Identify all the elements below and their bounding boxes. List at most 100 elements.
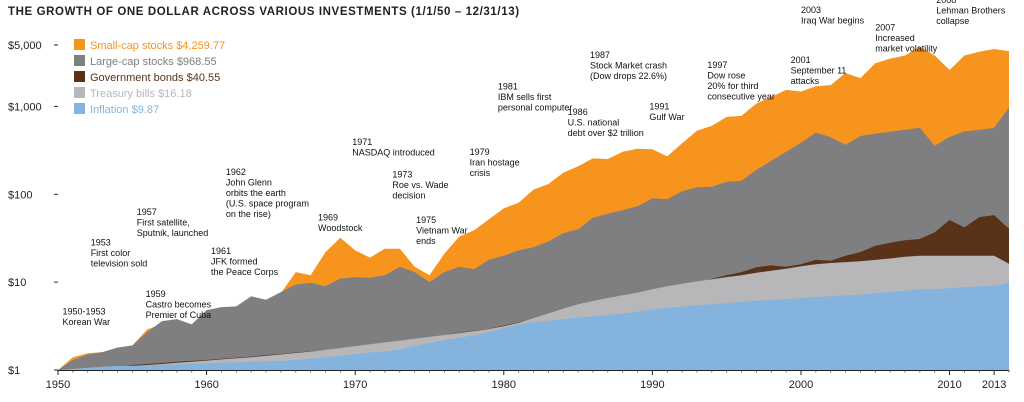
legend-label-2: Government bonds $40.55 (90, 72, 220, 84)
annotation-17-line-1: Iraq War begins (801, 16, 865, 26)
annotation-12-line-2: debt over $2 trillion (568, 128, 644, 138)
annotation-5-line-2: orbits the earth (226, 188, 286, 198)
annotation-15-line-2: 20% for third (707, 81, 758, 91)
annotation-11-line-1: IBM sells first (498, 92, 552, 102)
annotation-15-line-0: 1997 (707, 60, 727, 70)
annotation-9-line-2: ends (416, 236, 436, 246)
annotation-16-line-2: attacks (791, 76, 820, 86)
annotation-8-line-1: Roe vs. Wade (392, 180, 448, 190)
annotation-18-line-0: 2007 (875, 23, 895, 33)
annotation-4-line-2: the Peace Corps (211, 267, 279, 277)
annotation-14-line-1: Gulf War (649, 112, 684, 122)
chart-title: THE GROWTH OF ONE DOLLAR ACROSS VARIOUS … (8, 6, 520, 18)
annotation-5-line-3: (U.S. space program (226, 199, 309, 209)
annotation-14-line-0: 1991 (649, 102, 669, 112)
annotation-14: 1991 Gulf War (649, 102, 684, 123)
annotation-19-line-2: collapse (936, 16, 969, 26)
annotation-4-line-0: 1961 (211, 246, 231, 256)
annotation-15-line-3: consecutive year (707, 91, 775, 101)
legend-swatch-1 (74, 55, 85, 66)
annotation-0: 1950-1953 Korean War (62, 306, 110, 327)
annotation-1-line-1: First color (91, 248, 131, 258)
annotation-6-line-1: Woodstock (318, 223, 363, 233)
annotation-15: 1997 Dow rose 20% for third consecutive yea… (707, 60, 775, 102)
annotation-4-line-1: JFK formed (211, 256, 258, 266)
annotation-11-line-0: 1981 (498, 82, 518, 92)
annotation-1: 1953 First color television sold (91, 238, 148, 269)
annotation-9-line-0: 1975 (416, 215, 436, 225)
annotation-10-line-2: crisis (470, 168, 491, 178)
x-tick-label-2: 1970 (343, 379, 367, 391)
annotation-11-line-2: personal computer (498, 103, 573, 113)
annotation-4: 1961 JFK formed the Peace Corps (211, 246, 279, 277)
annotation-1-line-2: television sold (91, 259, 148, 269)
annotation-12: 1986 U.S. national debt over $2 trillion (568, 107, 644, 138)
legend-swatch-2 (74, 71, 85, 82)
annotation-17: 2003 Iraq War begins (801, 5, 865, 26)
annotation-3-line-2: Sputnik, launched (137, 228, 209, 238)
annotation-16-line-0: 2001 (791, 55, 811, 65)
annotation-8-line-2: decision (392, 191, 425, 201)
x-tick-label-5: 2000 (789, 379, 813, 391)
annotation-18-line-1: Increased (875, 33, 915, 43)
x-tick-label-3: 1980 (492, 379, 516, 391)
x-tick-label-0: 1950 (46, 379, 70, 391)
annotation-3: 1957 First satellite, Sputnik, launched (137, 207, 209, 238)
annotation-19: 2008 Lehman Brothers collapse (936, 0, 1006, 26)
annotation-5-line-1: John Glenn (226, 178, 272, 188)
x-tick-label-4: 1990 (640, 379, 664, 391)
annotation-6-line-0: 1969 (318, 213, 338, 223)
annotation-3-line-0: 1957 (137, 207, 157, 217)
annotation-5-line-4: on the rise) (226, 209, 271, 219)
legend-label-1: Large-cap stocks $968.55 (90, 56, 217, 68)
x-tick-label-6: 2010 (937, 379, 961, 391)
annotation-11: 1981 IBM sells first personal computer (498, 82, 573, 113)
annotation-5: 1962 John Glenn orbits the earth (U.S. spac… (226, 167, 309, 219)
annotation-10: 1979 Iran hostage crisis (470, 147, 520, 178)
y-tick-label-4: $5,000 (8, 40, 42, 52)
annotation-19-line-0: 2008 (936, 0, 956, 5)
annotation-2: 1959 Castro becomes Premier of Cuba (146, 289, 212, 320)
annotation-10-line-1: Iran hostage (470, 157, 520, 167)
annotation-2-line-1: Castro becomes (146, 299, 212, 309)
annotation-13-line-1: Stock Market crash (590, 61, 667, 71)
annotation-5-line-0: 1962 (226, 167, 246, 177)
legend-swatch-0 (74, 39, 85, 50)
y-tick-label-2: $100 (8, 189, 32, 201)
legend-swatch-4 (74, 103, 85, 114)
annotation-16-line-1: September 11 (791, 66, 847, 76)
legend-label-0: Small-cap stocks $4,259.77 (90, 40, 225, 52)
legend-label-4: Inflation $9.87 (90, 104, 159, 116)
annotation-2-line-2: Premier of Cuba (146, 310, 212, 320)
annotation-7: 1971 NASDAQ introduced (352, 137, 435, 158)
annotation-18: 2007 Increased market volatility (875, 23, 938, 54)
annotation-18-line-2: market volatility (875, 44, 938, 54)
annotation-6: 1969 Woodstock (318, 213, 363, 234)
annotation-17-line-0: 2003 (801, 5, 821, 15)
annotation-10-line-0: 1979 (470, 147, 490, 157)
y-tick-label-3: $1,000 (8, 101, 42, 113)
x-tick-label-7: 2013 (982, 379, 1006, 391)
y-tick-label-1: $10 (8, 277, 26, 289)
annotation-3-line-1: First satellite, (137, 218, 190, 228)
annotation-19-line-1: Lehman Brothers (936, 6, 1006, 16)
area-inflation (58, 282, 1009, 370)
annotation-9-line-1: Vietnam War (416, 226, 468, 236)
annotation-7-line-1: NASDAQ introduced (352, 147, 435, 157)
annotation-13-line-2: (Dow drops 22.6%) (590, 71, 667, 81)
legend-swatch-3 (74, 87, 85, 98)
annotation-13: 1987 Stock Market crash (Dow drops 22.6%) (590, 50, 667, 81)
annotation-12-line-0: 1986 (568, 107, 588, 117)
annotation-1-line-0: 1953 (91, 238, 111, 248)
annotation-2-line-0: 1959 (146, 289, 166, 299)
annotation-8: 1973 Roe vs. Wade decision (392, 170, 448, 201)
annotation-0-line-1: Korean War (62, 317, 110, 327)
annotation-16: 2001 September 11 attacks (791, 55, 847, 86)
x-tick-label-1: 1960 (194, 379, 218, 391)
annotation-13-line-0: 1987 (590, 50, 610, 60)
annotation-8-line-0: 1973 (392, 170, 412, 180)
annotation-0-line-0: 1950-1953 (62, 306, 105, 316)
annotation-9: 1975 Vietnam War ends (416, 215, 468, 246)
y-tick-label-0: $1 (8, 365, 20, 377)
